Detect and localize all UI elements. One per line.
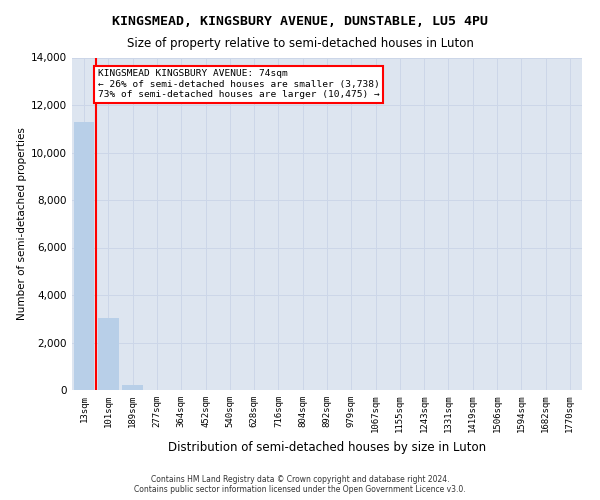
X-axis label: Distribution of semi-detached houses by size in Luton: Distribution of semi-detached houses by … bbox=[168, 441, 486, 454]
Bar bbox=[98, 318, 119, 390]
Text: Contains HM Land Registry data © Crown copyright and database right 2024.
Contai: Contains HM Land Registry data © Crown c… bbox=[134, 474, 466, 494]
Text: KINGSMEAD, KINGSBURY AVENUE, DUNSTABLE, LU5 4PU: KINGSMEAD, KINGSBURY AVENUE, DUNSTABLE, … bbox=[112, 15, 488, 28]
Y-axis label: Number of semi-detached properties: Number of semi-detached properties bbox=[17, 128, 27, 320]
Bar bbox=[74, 122, 94, 390]
Text: Size of property relative to semi-detached houses in Luton: Size of property relative to semi-detach… bbox=[127, 38, 473, 51]
Bar bbox=[122, 384, 143, 390]
Text: KINGSMEAD KINGSBURY AVENUE: 74sqm
← 26% of semi-detached houses are smaller (3,7: KINGSMEAD KINGSBURY AVENUE: 74sqm ← 26% … bbox=[97, 70, 379, 99]
